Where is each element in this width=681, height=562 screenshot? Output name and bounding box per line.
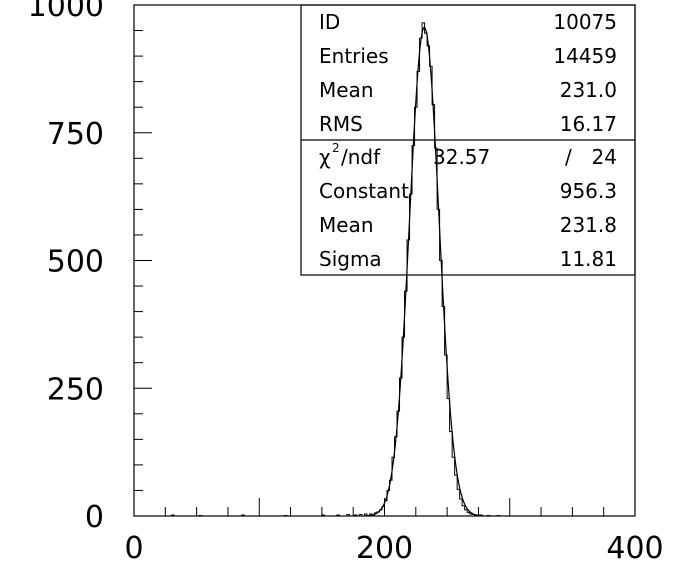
stat-label-entries: Entries — [319, 44, 389, 68]
gaussian-fit-curve — [365, 26, 484, 517]
stat-label-mean: Mean — [319, 78, 374, 102]
stat-value-id: 10075 — [553, 10, 617, 34]
stat-value-constant: 956.3 — [560, 179, 617, 203]
stat-label-chi2-ndf: /ndf — [341, 145, 381, 169]
histogram-series — [134, 22, 635, 517]
stat-label-constant: Constant — [319, 179, 409, 203]
stat-value-entries: 14459 — [553, 44, 617, 68]
stat-chi2-superscript: 2 — [332, 141, 340, 155]
stat-label-id: ID — [319, 10, 340, 34]
x-axis-tick-labels: 0 200 400 — [124, 531, 663, 562]
x-tick-label: 0 — [124, 531, 143, 562]
stat-value-chi2: 32.57 — [433, 145, 490, 169]
stat-label-rms: RMS — [319, 112, 363, 136]
stat-label-sigma: Sigma — [319, 247, 382, 271]
stat-chi2-separator: / — [565, 145, 572, 169]
stat-value-rms: 16.17 — [560, 112, 617, 136]
y-axis-tick-labels: 0 250 500 750 1000 — [28, 0, 104, 535]
y-tick-label: 0 — [85, 500, 104, 535]
stat-value-mean: 231.0 — [560, 78, 617, 102]
stat-value-fit-mean: 231.8 — [560, 213, 617, 237]
y-tick-label: 1000 — [28, 0, 104, 24]
y-tick-label: 500 — [47, 245, 104, 280]
stat-chi2-symbol: χ — [319, 145, 331, 169]
x-tick-label: 400 — [606, 531, 663, 562]
y-tick-label: 750 — [47, 117, 104, 152]
stat-label-fit-mean: Mean — [319, 213, 374, 237]
y-axis-ticks — [134, 4, 152, 517]
y-tick-label: 250 — [47, 372, 104, 407]
stat-value-sigma: 11.81 — [560, 247, 617, 271]
x-tick-label: 200 — [356, 531, 413, 562]
stats-box: ID 10075 Entries 14459 Mean 231.0 RMS 16… — [300, 4, 636, 276]
stat-value-ndf: 24 — [592, 145, 617, 169]
